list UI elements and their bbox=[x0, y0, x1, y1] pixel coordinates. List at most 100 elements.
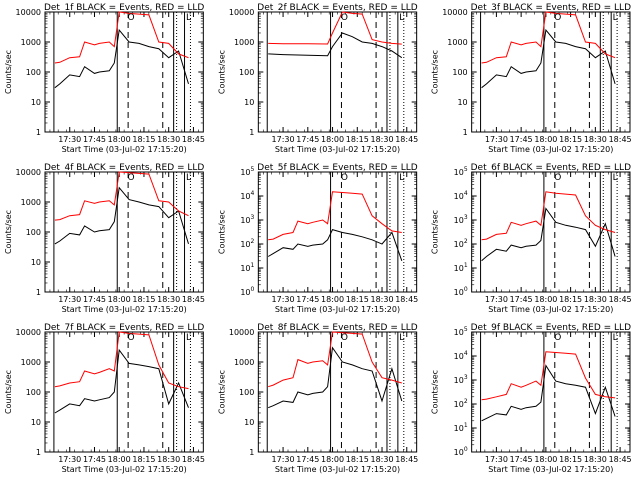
x-tick-label: 17:30 bbox=[58, 295, 81, 304]
x-tick-label: 17:45 bbox=[510, 295, 533, 304]
chart-panel-1: Det_1f BLACK = Events, RED = LLD 1 10 100 10… bbox=[4, 3, 205, 154]
x-tick-label: 18:00 bbox=[108, 295, 131, 304]
y-tick-label: 10 bbox=[244, 418, 254, 427]
x-tick-label: 18:15 bbox=[559, 135, 582, 144]
marker-label: L bbox=[186, 173, 191, 183]
series-line-events bbox=[481, 364, 616, 422]
x-tick-label: 18:15 bbox=[132, 295, 155, 304]
series-line-lld bbox=[481, 351, 616, 401]
x-tick-label: 18:15 bbox=[346, 135, 369, 144]
y-tick-label: 1000 bbox=[21, 38, 41, 47]
marker-label: O bbox=[128, 13, 135, 23]
x-tick-label: 18:15 bbox=[346, 295, 369, 304]
marker-label: L bbox=[186, 13, 191, 23]
y-tick-label: 10000 bbox=[16, 168, 41, 177]
y-tick-label: 104 bbox=[240, 190, 254, 201]
y-axis-label: Counts/sec bbox=[4, 50, 13, 94]
y-tick-label: 103 bbox=[454, 214, 468, 225]
series-line-events bbox=[267, 229, 403, 261]
x-axis-label: Start Time (03-Jul-02 17:15:20) bbox=[488, 465, 613, 474]
x-tick-label: 18:00 bbox=[321, 135, 344, 144]
y-tick-label: 102 bbox=[454, 238, 468, 249]
x-tick-label: 17:45 bbox=[83, 455, 106, 464]
x-tick-label: 18:30 bbox=[370, 455, 393, 464]
y-tick-label: 100 bbox=[239, 68, 254, 77]
series-line-lld bbox=[54, 331, 189, 390]
series-line-lld bbox=[481, 11, 616, 64]
y-tick-label: 105 bbox=[240, 166, 254, 177]
y-axis-label: Counts/sec bbox=[431, 50, 440, 94]
y-axis-label: Counts/sec bbox=[4, 210, 13, 254]
y-tick-label: 100 bbox=[26, 68, 41, 77]
marker-label: O bbox=[341, 173, 348, 183]
y-tick-label: 102 bbox=[454, 398, 468, 409]
x-tick-label: 18:45 bbox=[395, 295, 418, 304]
y-tick-label: 1000 bbox=[21, 358, 41, 367]
y-tick-label: 100 bbox=[26, 388, 41, 397]
marker-label: O bbox=[128, 173, 135, 183]
y-tick-label: 10000 bbox=[16, 328, 41, 337]
chart-title: Det_1f BLACK = Events, RED = LLD bbox=[44, 3, 204, 13]
x-tick-label: 18:30 bbox=[370, 135, 393, 144]
chart-title: Det_2f BLACK = Events, RED = LLD bbox=[257, 3, 417, 13]
marker-label: O bbox=[341, 13, 348, 23]
x-axis-label: Start Time (03-Jul-02 17:15:20) bbox=[488, 145, 613, 154]
chart-title: Det_6f BLACK = Events, RED = LLD bbox=[471, 163, 631, 173]
x-tick-label: 18:45 bbox=[609, 455, 632, 464]
y-tick-label: 10000 bbox=[229, 328, 254, 337]
marker-label: L bbox=[399, 333, 404, 343]
x-tick-label: 17:30 bbox=[485, 135, 508, 144]
y-tick-label: 103 bbox=[454, 374, 468, 385]
y-tick-label: 10 bbox=[244, 98, 254, 107]
y-tick-label: 104 bbox=[454, 190, 468, 201]
y-tick-label: 100 bbox=[454, 446, 468, 457]
plot-frame bbox=[257, 11, 418, 133]
x-tick-label: 17:30 bbox=[58, 455, 81, 464]
plot-frame bbox=[44, 11, 204, 133]
y-tick-label: 10000 bbox=[442, 8, 467, 17]
chart-title: Det_5f BLACK = Events, RED = LLD bbox=[257, 163, 417, 173]
series-line-lld bbox=[481, 191, 616, 241]
x-axis-label: Start Time (03-Jul-02 17:15:20) bbox=[275, 465, 400, 474]
series-line-events bbox=[481, 28, 616, 89]
series-line-events bbox=[54, 348, 189, 414]
x-tick-label: 18:45 bbox=[182, 295, 205, 304]
y-tick-label: 10000 bbox=[229, 8, 254, 17]
y-tick-label: 1000 bbox=[234, 38, 254, 47]
x-tick-label: 18:00 bbox=[108, 455, 131, 464]
plot-frame bbox=[471, 11, 631, 133]
chart-panel-3: Det_3f BLACK = Events, RED = LLD 1 10 100 10… bbox=[431, 3, 632, 154]
y-tick-label: 10 bbox=[31, 98, 41, 107]
x-tick-label: 18:45 bbox=[182, 455, 205, 464]
x-tick-label: 18:30 bbox=[157, 455, 180, 464]
x-tick-label: 17:30 bbox=[272, 455, 295, 464]
y-axis-label: Counts/sec bbox=[431, 210, 440, 254]
x-tick-label: 18:15 bbox=[132, 455, 155, 464]
y-tick-label: 104 bbox=[454, 350, 468, 361]
y-axis-label: Counts/sec bbox=[217, 370, 226, 414]
x-tick-label: 18:45 bbox=[609, 135, 632, 144]
y-tick-label: 1 bbox=[249, 448, 254, 457]
chart-panel-6: Det_6f BLACK = Events, RED = LLD 100 101 10… bbox=[431, 163, 632, 314]
y-tick-label: 10 bbox=[31, 418, 41, 427]
x-tick-label: 18:45 bbox=[395, 135, 418, 144]
y-axis-label: Counts/sec bbox=[217, 210, 226, 254]
x-tick-label: 17:30 bbox=[272, 295, 295, 304]
x-tick-label: 18:30 bbox=[584, 455, 607, 464]
x-tick-label: 18:15 bbox=[346, 455, 369, 464]
x-axis-label: Start Time (03-Jul-02 17:15:20) bbox=[62, 145, 187, 154]
y-tick-label: 105 bbox=[454, 326, 468, 337]
x-tick-label: 17:45 bbox=[296, 295, 319, 304]
x-axis-label: Start Time (03-Jul-02 17:15:20) bbox=[62, 305, 187, 314]
x-tick-label: 17:45 bbox=[296, 135, 319, 144]
plot-frame bbox=[44, 171, 204, 293]
y-tick-label: 1 bbox=[36, 128, 41, 137]
series-line-lld bbox=[54, 171, 189, 221]
chart-panel-2: Det_2f BLACK = Events, RED = LLD 1 10 100 10… bbox=[217, 3, 418, 154]
series-line-lld bbox=[54, 11, 189, 64]
x-axis-label: Start Time (03-Jul-02 17:15:20) bbox=[62, 465, 187, 474]
marker-label: O bbox=[341, 333, 348, 343]
chart-panel-8: Det_8f BLACK = Events, RED = LLD 1 10 100 10… bbox=[217, 323, 418, 474]
